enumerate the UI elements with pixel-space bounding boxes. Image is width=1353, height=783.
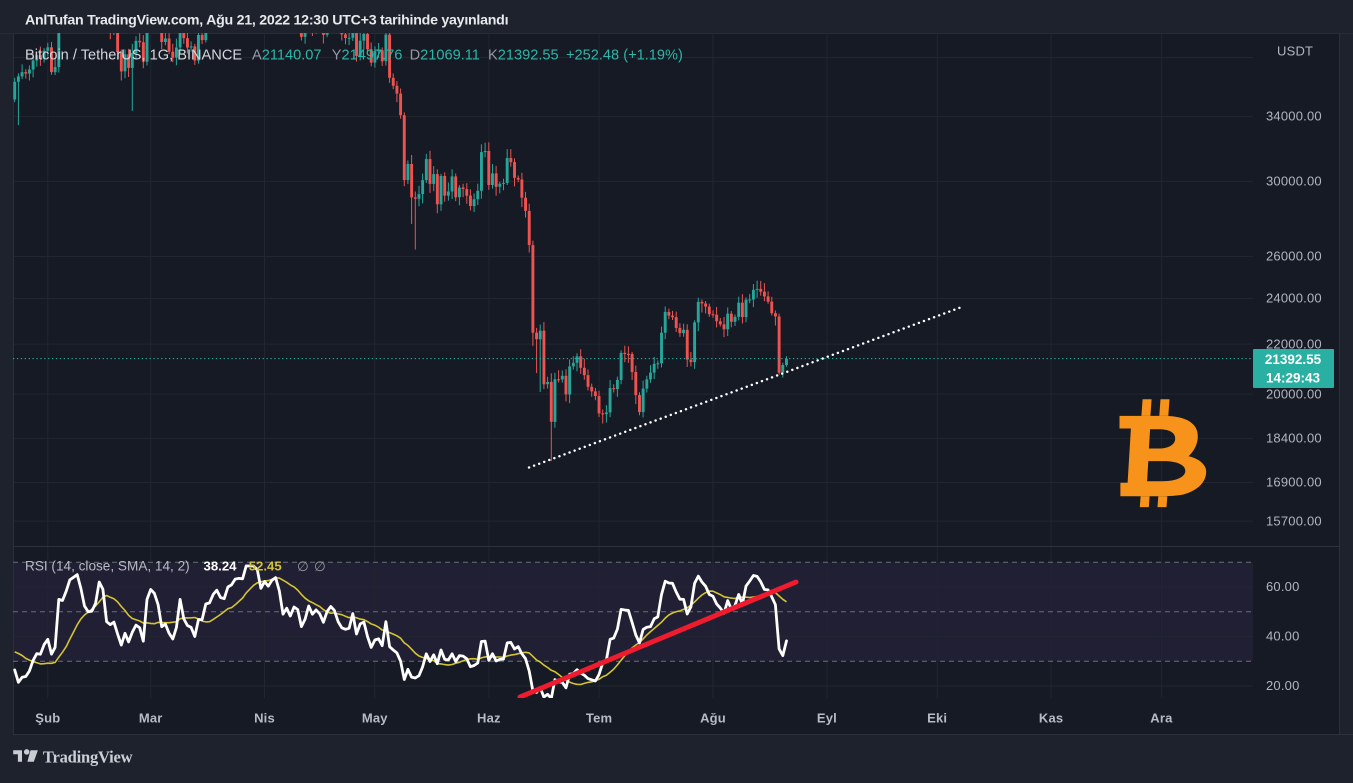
svg-text:∅: ∅ bbox=[314, 559, 326, 574]
svg-text:Eki: Eki bbox=[927, 711, 947, 726]
svg-text:Y21497.76: Y21497.76 bbox=[332, 48, 403, 64]
svg-text:18400.00: 18400.00 bbox=[1266, 431, 1322, 446]
svg-text:Ağu: Ağu bbox=[700, 711, 726, 726]
svg-text:16900.00: 16900.00 bbox=[1266, 475, 1322, 490]
svg-text:38.24: 38.24 bbox=[204, 559, 238, 574]
svg-text:Şub: Şub bbox=[35, 711, 60, 726]
svg-text:Eyl: Eyl bbox=[817, 711, 837, 726]
svg-text:May: May bbox=[362, 711, 388, 726]
svg-text:USDT: USDT bbox=[1277, 44, 1313, 59]
svg-text:TradingView: TradingView bbox=[43, 747, 133, 766]
svg-text:Mar: Mar bbox=[139, 711, 163, 726]
svg-text:Nis: Nis bbox=[254, 711, 275, 726]
svg-text:D21069.11: D21069.11 bbox=[410, 48, 480, 64]
svg-text:60.00: 60.00 bbox=[1266, 579, 1300, 594]
svg-text:40.00: 40.00 bbox=[1266, 629, 1300, 644]
svg-text:24000.00: 24000.00 bbox=[1266, 291, 1322, 306]
svg-text:A21140.07: A21140.07 bbox=[252, 48, 322, 64]
svg-text:∅: ∅ bbox=[297, 559, 309, 574]
svg-text:20.00: 20.00 bbox=[1266, 678, 1300, 693]
svg-text:15700.00: 15700.00 bbox=[1266, 513, 1322, 528]
svg-text:RSI (14, close, SMA, 14, 2): RSI (14, close, SMA, 14, 2) bbox=[25, 559, 190, 574]
svg-text:30000.00: 30000.00 bbox=[1266, 174, 1322, 189]
svg-text:Ara: Ara bbox=[1150, 711, 1173, 726]
svg-text:22000.00: 22000.00 bbox=[1266, 336, 1322, 351]
svg-text:21392.55: 21392.55 bbox=[1265, 352, 1322, 367]
svg-text:AnlTufan TradingView.com, Ağu: AnlTufan TradingView.com, Ağu 21, 2022 1… bbox=[25, 13, 508, 29]
svg-text:34000.00: 34000.00 bbox=[1266, 109, 1322, 124]
svg-text:52.45: 52.45 bbox=[249, 559, 282, 574]
svg-text:26000.00: 26000.00 bbox=[1266, 249, 1322, 264]
svg-text:20000.00: 20000.00 bbox=[1266, 386, 1322, 401]
svg-text:Haz: Haz bbox=[477, 711, 501, 726]
svg-text:Bitcoin / TetherUS, 1G, BINANC: Bitcoin / TetherUS, 1G, BINANCE bbox=[25, 48, 242, 64]
svg-text:Tem: Tem bbox=[586, 711, 612, 726]
svg-text:+252.48 (+1.19%): +252.48 (+1.19%) bbox=[566, 48, 683, 64]
svg-text:Kas: Kas bbox=[1039, 711, 1063, 726]
svg-text:14:29:43: 14:29:43 bbox=[1266, 371, 1321, 386]
svg-text:K21392.55: K21392.55 bbox=[488, 48, 559, 64]
